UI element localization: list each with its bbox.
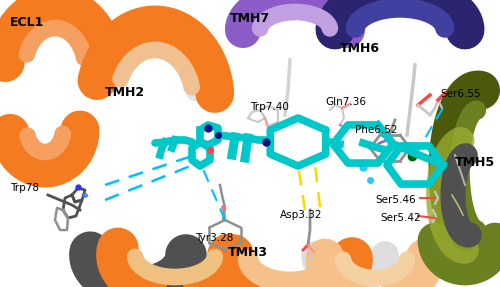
Text: ECL1: ECL1	[10, 15, 44, 28]
Text: TMH7: TMH7	[230, 11, 270, 24]
Text: Ser6.55: Ser6.55	[440, 89, 480, 99]
Text: TMH3: TMH3	[228, 247, 268, 259]
Text: Trp78: Trp78	[10, 183, 39, 193]
Text: TMH5: TMH5	[455, 156, 495, 168]
Text: Ser5.46: Ser5.46	[375, 195, 416, 205]
Text: TMH6: TMH6	[340, 42, 380, 55]
Text: TMH2: TMH2	[105, 86, 145, 98]
Text: Gln7.36: Gln7.36	[325, 97, 366, 107]
Text: Asp3.32: Asp3.32	[280, 210, 322, 220]
Text: Trp7.40: Trp7.40	[250, 102, 289, 112]
Text: Ser5.42: Ser5.42	[380, 213, 420, 223]
Text: Phe6.52: Phe6.52	[355, 125, 398, 135]
Text: Tyr3.28: Tyr3.28	[195, 233, 234, 243]
